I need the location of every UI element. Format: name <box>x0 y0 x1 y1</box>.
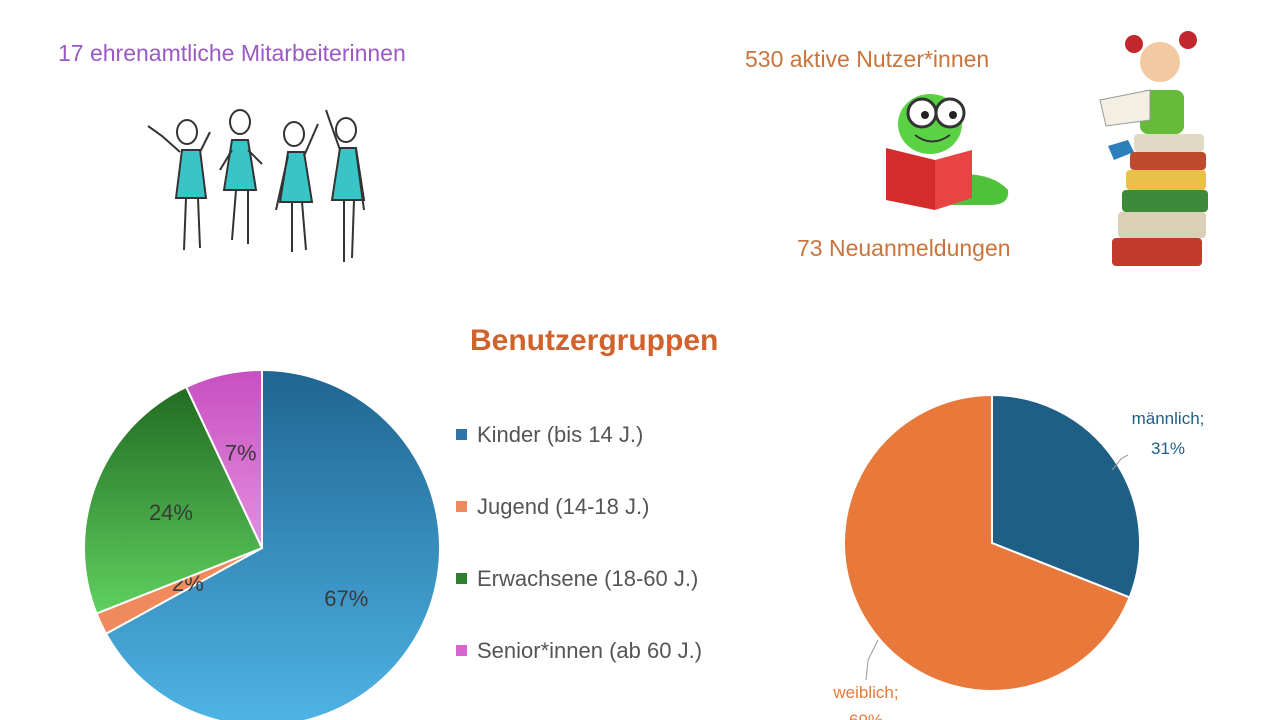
slice-kinder <box>104 368 441 720</box>
leader-line-weiblich <box>865 639 879 681</box>
data-label-weiblich-value: 69% <box>849 711 883 720</box>
chart-title: Benutzergruppen <box>470 324 719 357</box>
legend-item-jugend: Jugend (14-18 J.) <box>456 494 649 520</box>
legend-label: Senior*innen (ab 60 J.) <box>477 638 703 663</box>
legend-swatch <box>456 428 467 440</box>
data-label-erwachsene: 24% <box>149 500 193 525</box>
stick-figure-3 <box>275 121 319 252</box>
legend-label: Kinder (bis 14 J.) <box>477 422 644 447</box>
legend-item-kinder: Kinder (bis 14 J.) <box>456 422 643 448</box>
data-label-maennlich-value: 31% <box>1151 439 1185 458</box>
slice-erwachsene <box>83 385 264 615</box>
legend-swatch <box>456 572 467 584</box>
slice-senioren <box>184 368 263 549</box>
legend-item-senioren: Senior*innen (ab 60 J.) <box>456 638 702 664</box>
stick-figure-4 <box>325 109 366 262</box>
stick-figures-icon <box>147 109 366 262</box>
legend-item-erwachsene: Erwachsene (18-60 J.) <box>456 566 698 592</box>
legend-label: Erwachsene (18-60 J.) <box>477 566 699 591</box>
slice-maennlich <box>991 393 1141 599</box>
data-label-maennlich-name: männlich; <box>1132 409 1205 428</box>
new-registrations-stat: 73 Neuanmeldungen <box>797 235 1011 261</box>
data-label-kinder: 67% <box>324 586 368 611</box>
reader-on-books-icon <box>1099 31 1208 266</box>
legend-swatch <box>456 500 467 512</box>
legend-label: Jugend (14-18 J.) <box>477 494 650 519</box>
slice-weiblich <box>843 393 1131 692</box>
stick-figure-1 <box>147 119 211 251</box>
bookworm-icon <box>886 94 1009 210</box>
volunteers-stat: 17 ehrenamtliche Mitarbeiterinnen <box>58 40 406 66</box>
legend-swatch <box>456 644 467 656</box>
data-label-weiblich-name: weiblich; <box>832 683 898 702</box>
leader-line-maennlich <box>1111 454 1129 471</box>
data-label-senioren: 7% <box>225 440 257 465</box>
stick-figure-2 <box>219 109 263 244</box>
active-users-stat: 530 aktive Nutzer*innen <box>745 46 990 72</box>
